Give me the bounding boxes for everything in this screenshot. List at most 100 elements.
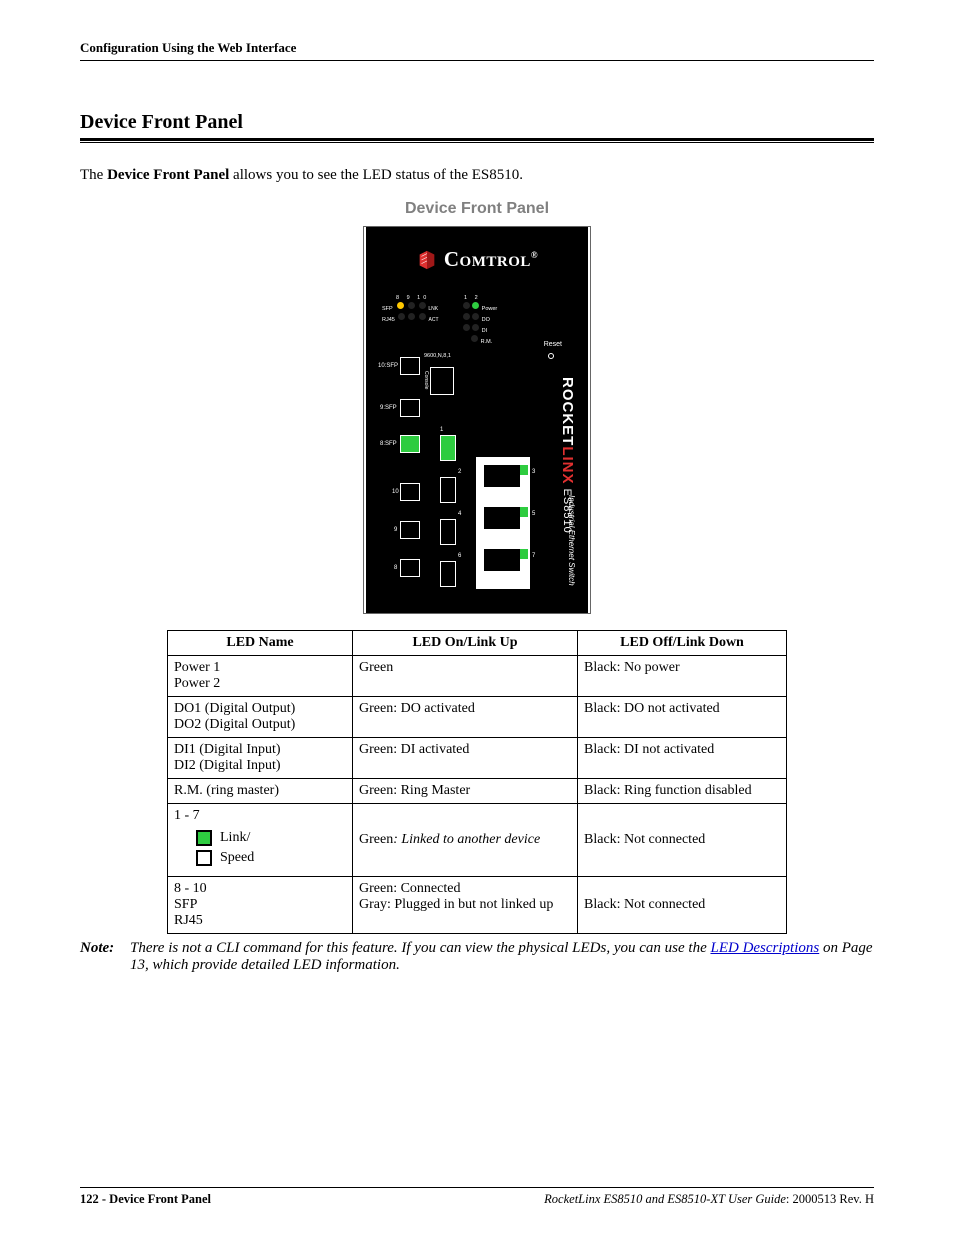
console-label: Console (423, 371, 429, 389)
intro-suffix: allows you to see the LED status of the … (229, 167, 523, 183)
logo-row: Comtrol® (364, 227, 590, 272)
led-icon (419, 302, 426, 309)
cell-on: Green: Ring Master (353, 779, 578, 804)
left-ticks (364, 227, 370, 613)
link-box-icon (196, 830, 212, 846)
table-row: 8 - 10 SFP RJ45 Green: Connected Gray: P… (168, 877, 787, 934)
cell-name: 1 - 7 Link/ Speed (168, 804, 353, 877)
speed-label: Speed (220, 850, 254, 866)
led-icon (471, 335, 478, 342)
port-6 (440, 561, 456, 587)
table-row: 1 - 7 Link/ Speed Green: Linked to anoth… (168, 804, 787, 877)
port-1 (440, 435, 456, 461)
intro-paragraph: The Device Front Panel allows you to see… (80, 167, 874, 184)
port-8sfp-label: 8:SFP (380, 441, 397, 447)
th-led-name: LED Name (168, 631, 353, 656)
model-linx: LINX (559, 446, 576, 484)
note-t1: There is not a CLI command for this feat… (130, 940, 710, 956)
model-rocket: ROCKET (559, 377, 576, 446)
cell-on: Green: DI activated (353, 738, 578, 779)
cell-off: Black: Not connected (578, 877, 787, 934)
note-block: Note: There is not a CLI command for thi… (80, 940, 874, 974)
port-10sfp-label: 10:SFP (378, 363, 398, 369)
port-4 (440, 519, 456, 545)
intro-prefix: The (80, 167, 107, 183)
comtrol-logo-icon (416, 249, 438, 271)
port-3-led-icon (520, 465, 528, 475)
cell-off: Black: DI not activated (578, 738, 787, 779)
led-descriptions-link[interactable]: LED Descriptions (710, 940, 819, 956)
port-8-label: 8 (394, 565, 397, 571)
led-icon (463, 324, 470, 331)
port-10-label: 10 (392, 489, 399, 495)
port-3-label: 3 (532, 469, 535, 475)
port-3 (484, 465, 520, 487)
model-sub: Industrial Ethernet Switch (567, 495, 576, 586)
running-header: Configuration Using the Web Interface (80, 40, 874, 61)
led-icon (408, 313, 415, 320)
table-header-row: LED Name LED On/Link Up LED Off/Link Dow… (168, 631, 787, 656)
device-body: /* decorative only */ Comtrol® 8 9 10 SF… (363, 226, 591, 614)
footer-rev: : 2000513 Rev. H (786, 1192, 874, 1206)
port-5-label: 5 (532, 511, 535, 517)
led-grid-right: 1 2 Power DO DI R.M. (462, 295, 497, 345)
reset-button-icon (548, 353, 554, 359)
port-5 (484, 507, 520, 529)
port-7-label: 7 (532, 553, 535, 559)
speed-box-icon (196, 850, 212, 866)
led-icon (419, 313, 426, 320)
cell-off: Black: No power (578, 656, 787, 697)
led-icon (472, 324, 479, 331)
pd-labels: Link/ Speed (216, 830, 254, 866)
cell-name: DI1 (Digital Input) DI2 (Digital Input) (168, 738, 353, 779)
led-icon (463, 302, 470, 309)
note-text: There is not a CLI command for this feat… (130, 940, 874, 974)
port-9sfp (400, 399, 420, 417)
port-2-label: 2 (458, 469, 461, 475)
footer-right: RocketLinx ES8510 and ES8510-XT User Gui… (544, 1192, 874, 1207)
cell-on: Green (353, 656, 578, 697)
port-7 (484, 549, 520, 571)
cell-on: Green: Connected Gray: Plugged in but no… (353, 877, 578, 934)
intro-bold: Device Front Panel (107, 167, 229, 183)
ports-range: 1 - 7 (174, 808, 200, 823)
cell-on: Green: DO activated (353, 697, 578, 738)
port-8 (400, 559, 420, 577)
reset-label: Reset (544, 341, 562, 348)
table-row: DO1 (Digital Output) DO2 (Digital Output… (168, 697, 787, 738)
cell-off: Black: Not connected (578, 804, 787, 877)
panel-heading: Device Front Panel (80, 200, 874, 218)
port-5-led-icon (520, 507, 528, 517)
port-2 (440, 477, 456, 503)
device-panel-figure: /* decorative only */ Comtrol® 8 9 10 SF… (80, 226, 874, 614)
led-icon (463, 313, 470, 320)
cell-name: 8 - 10 SFP RJ45 (168, 877, 353, 934)
cell-on: Green: Linked to another device (353, 804, 578, 877)
led-icon (408, 302, 415, 309)
port-9 (400, 521, 420, 539)
serial-label: 9600,N,8,1 (424, 353, 451, 359)
cell-off: Black: Ring function disabled (578, 779, 787, 804)
port-10sfp (400, 357, 420, 375)
led-icon (472, 302, 479, 309)
page-footer: 122 - Device Front Panel RocketLinx ES85… (80, 1187, 874, 1207)
on-pre: Green (359, 832, 393, 847)
act-label: ACT (429, 317, 439, 323)
port-7-led-icon (520, 549, 528, 559)
cell-name: R.M. (ring master) (168, 779, 353, 804)
led-icon (398, 313, 405, 320)
led-icon (397, 302, 404, 309)
table-row: Power 1 Power 2 Green Black: No power (168, 656, 787, 697)
cell-name: DO1 (Digital Output) DO2 (Digital Output… (168, 697, 353, 738)
port-6-label: 6 (458, 553, 461, 559)
port-8sfp (400, 435, 420, 453)
port-diagram: Link/ Speed (196, 830, 346, 866)
on-post: : Linked to another device (393, 832, 540, 847)
logo-word: Comtrol (444, 247, 531, 271)
cell-name: Power 1 Power 2 (168, 656, 353, 697)
led-grid: 8 9 10 SFP LNK RJ45 ACT (382, 295, 439, 323)
cell-off: Black: DO not activated (578, 697, 787, 738)
rm-label: R.M. (481, 339, 493, 345)
port-9sfp-label: 9:SFP (380, 405, 397, 411)
link-label: Link/ (220, 830, 254, 846)
